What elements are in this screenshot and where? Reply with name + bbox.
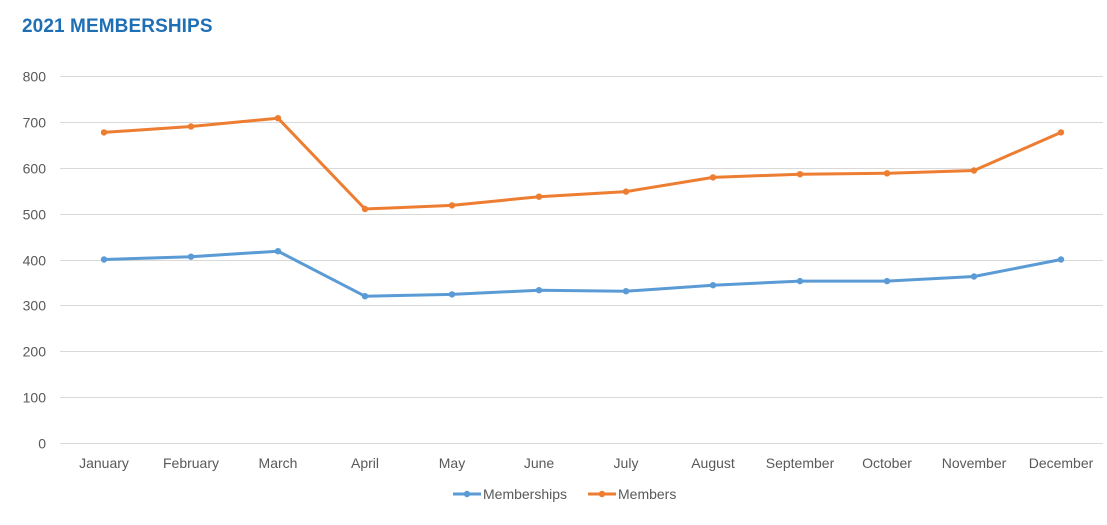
data-point bbox=[709, 174, 717, 181]
data-point bbox=[1057, 129, 1065, 136]
y-tick-label: 0 bbox=[38, 436, 46, 452]
x-tick-label: March bbox=[259, 455, 298, 471]
y-tick-label: 800 bbox=[23, 69, 47, 85]
series-line bbox=[102, 116, 1063, 211]
data-point bbox=[709, 282, 717, 289]
y-axis-tick-labels: 0 100 200 300 400 500 600 700 800 bbox=[23, 69, 47, 452]
x-tick-label: September bbox=[766, 455, 835, 471]
x-tick-label: January bbox=[79, 455, 129, 471]
y-tick-label: 200 bbox=[23, 344, 47, 360]
y-tick-label: 700 bbox=[23, 115, 47, 131]
series-lines bbox=[100, 115, 1065, 300]
legend-item-members: Members bbox=[588, 486, 676, 502]
x-tick-label: October bbox=[862, 455, 912, 471]
data-point bbox=[970, 273, 978, 280]
legend-label: Members bbox=[618, 486, 676, 502]
legend: Memberships Members bbox=[453, 486, 676, 502]
legend-marker bbox=[463, 490, 471, 498]
data-point bbox=[796, 171, 804, 178]
legend-marker bbox=[598, 490, 606, 498]
x-tick-label: November bbox=[942, 455, 1007, 471]
x-tick-label: June bbox=[524, 455, 555, 471]
chart-title: 2021 MEMBERSHIPS bbox=[22, 16, 213, 37]
data-point bbox=[1057, 256, 1065, 263]
data-point bbox=[100, 129, 108, 136]
x-tick-label: April bbox=[351, 455, 379, 471]
x-tick-label: May bbox=[439, 455, 465, 471]
data-point bbox=[883, 170, 891, 177]
data-point bbox=[187, 253, 195, 260]
series-line bbox=[102, 249, 1063, 298]
y-tick-label: 400 bbox=[23, 253, 47, 269]
gridlines bbox=[60, 76, 1103, 444]
y-tick-label: 300 bbox=[23, 298, 47, 314]
data-point bbox=[361, 205, 369, 213]
data-point bbox=[622, 288, 630, 295]
data-point bbox=[100, 256, 108, 263]
y-tick-label: 500 bbox=[23, 207, 47, 223]
data-point bbox=[274, 115, 282, 122]
data-point bbox=[535, 193, 543, 200]
data-point bbox=[796, 277, 804, 285]
data-point bbox=[970, 167, 978, 174]
x-tick-label: August bbox=[691, 455, 735, 471]
data-point bbox=[448, 202, 456, 209]
data-point bbox=[883, 277, 891, 285]
data-point bbox=[535, 287, 543, 294]
x-tick-label: February bbox=[163, 455, 219, 471]
x-axis-tick-labels: January February March April May June July Augu… bbox=[79, 455, 1094, 471]
legend-item-memberships: Memberships bbox=[453, 486, 567, 502]
legend-label: Memberships bbox=[483, 486, 567, 502]
data-point bbox=[361, 293, 369, 300]
y-tick-label: 600 bbox=[23, 161, 47, 177]
data-point bbox=[448, 291, 456, 298]
x-tick-label: December bbox=[1029, 455, 1094, 471]
data-point bbox=[622, 188, 630, 195]
y-tick-label: 100 bbox=[23, 390, 47, 406]
data-point bbox=[274, 248, 282, 255]
series-memberships bbox=[100, 248, 1065, 300]
x-tick-label: July bbox=[614, 455, 639, 471]
data-point bbox=[187, 123, 195, 130]
series-members bbox=[100, 115, 1065, 213]
